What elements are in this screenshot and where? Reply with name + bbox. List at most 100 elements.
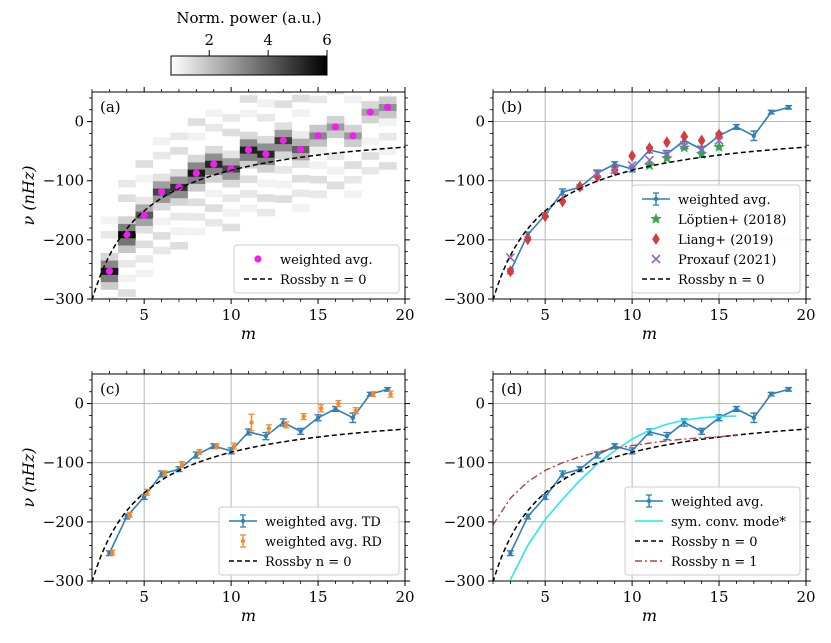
magenta-point (244, 146, 253, 154)
y-axis-title: ν (nHz) (19, 166, 38, 226)
heatmap-cell (378, 162, 397, 170)
data-point (769, 391, 774, 397)
heatmap-cell (309, 175, 328, 184)
x-marker (662, 149, 672, 159)
heatmap-cell (309, 124, 328, 133)
heatmap-cell (152, 195, 171, 204)
plot-series (493, 104, 806, 299)
heatmap-cell (170, 168, 188, 177)
heatmap-cell (100, 274, 119, 283)
heatmap-cell (187, 154, 206, 163)
heatmap-cell (170, 212, 188, 221)
axes: 5 10 15 20 −300 −200 −100 0 m ν (nHz) (19, 87, 415, 343)
x-tick-label: 5 (139, 306, 149, 324)
heatmap-cell (187, 162, 206, 170)
y-tick-label: −300 (43, 572, 84, 590)
legend-handle (653, 196, 659, 202)
heatmap-cell (361, 166, 380, 175)
heatmap-cell (239, 190, 258, 198)
legend-label: weighted avg. RD (265, 535, 382, 550)
heatmap-cell (152, 173, 171, 182)
data-point (508, 551, 513, 556)
diamond-marker (558, 195, 567, 208)
heatmap-cell (135, 225, 154, 234)
colorbar-ticks: 2 4 6 (204, 31, 332, 56)
colorbar-tick-label: 4 (263, 31, 273, 49)
legend-handle (240, 518, 246, 524)
heatmap-cell (361, 152, 380, 160)
star-marker (678, 141, 690, 153)
heatmap-cell (274, 151, 293, 160)
magenta-point (254, 255, 262, 263)
magenta-point (192, 169, 200, 177)
heatmap-cell (170, 227, 188, 235)
heatmap-cell (326, 152, 345, 161)
heatmap-cell (274, 166, 293, 174)
heatmap-cell (291, 204, 310, 212)
x-marker (592, 169, 602, 179)
legend-label: Rossby n = 0 (671, 535, 758, 550)
heatmap-cell (257, 143, 275, 151)
heatmap-cell (274, 144, 293, 152)
diamond-marker (645, 142, 654, 155)
diamond-marker (593, 170, 602, 183)
data-point (266, 426, 272, 431)
heatmap-cell (326, 167, 345, 175)
data-point (542, 494, 548, 500)
rossby-n0-curve (493, 428, 806, 581)
legend-label: Liang+ (2019) (678, 233, 774, 248)
heatmap-cell (170, 176, 188, 184)
heatmap-cell (135, 240, 154, 249)
heatmap-cell (257, 194, 275, 202)
colorbar-title: Norm. power (a.u.) (176, 9, 321, 27)
panel-label: (a) (100, 98, 121, 116)
y-tick-label: −300 (43, 290, 84, 308)
heatmap-cell (222, 157, 241, 166)
plot-series (493, 386, 806, 581)
heatmap-cell (344, 81, 362, 89)
data-point (664, 433, 670, 439)
diamond-marker (680, 130, 689, 143)
data-point (231, 443, 237, 449)
heatmap-cell (152, 217, 171, 226)
data-point (734, 124, 739, 130)
heatmap-cell (205, 189, 223, 198)
heatmap-cell (291, 94, 310, 103)
heatmap-cell (309, 190, 328, 199)
heatmap-cell (327, 72, 345, 80)
heatmap-cell (170, 147, 188, 155)
sym-conv-mode-curve (509, 415, 737, 581)
heatmap-cell (135, 160, 154, 168)
diamond-marker (715, 128, 723, 141)
data-point (385, 387, 390, 392)
diamond-marker (628, 149, 636, 162)
heatmap-cell (152, 181, 171, 189)
legend-label: Löptien+ (2018) (678, 213, 786, 228)
heatmap-cell (257, 157, 275, 166)
diamond-marker (576, 180, 584, 193)
heatmap-cell (378, 111, 397, 119)
legend-label: weighted avg. (280, 253, 373, 268)
data-point (682, 420, 687, 425)
y-tick-label: 0 (475, 395, 485, 413)
heatmap-cell (274, 180, 293, 189)
magenta-point (105, 267, 113, 275)
x-marker (679, 140, 689, 150)
data-point (388, 391, 393, 397)
x-tick-label: 10 (623, 306, 642, 324)
magenta-point (227, 165, 235, 173)
colorbar-tick-label: 6 (322, 31, 332, 49)
heatmap-cell (344, 161, 362, 169)
data-point (298, 429, 303, 434)
heatmap-cell (378, 96, 397, 105)
panel-label: (d) (501, 380, 522, 398)
heatmap-cell (309, 95, 328, 104)
star-marker (695, 148, 708, 159)
data-point (350, 415, 356, 420)
heatmap-cell (239, 153, 258, 162)
y-tick-label: 0 (74, 113, 84, 131)
data-point (734, 406, 739, 412)
heatmap-cell (379, 53, 397, 61)
colorbar-gradient (170, 55, 328, 76)
heatmap-cell (100, 231, 119, 239)
